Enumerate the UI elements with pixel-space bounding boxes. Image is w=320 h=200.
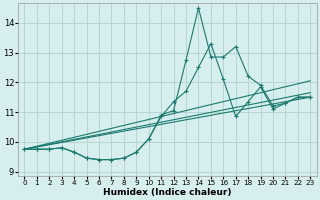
X-axis label: Humidex (Indice chaleur): Humidex (Indice chaleur) [103, 188, 232, 197]
